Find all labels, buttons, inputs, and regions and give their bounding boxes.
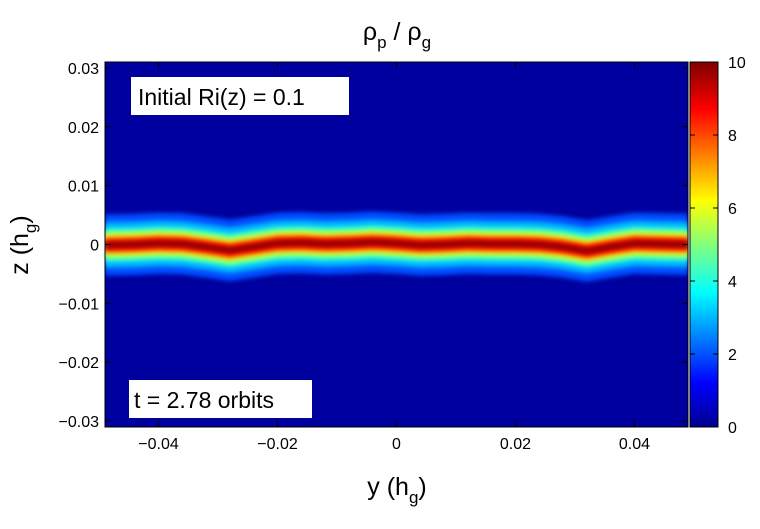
x-tick-label: −0.02 xyxy=(257,436,298,453)
x-tick-label: 0 xyxy=(392,436,401,453)
y-tick-label: 0.03 xyxy=(68,61,99,78)
colorbar: 0 2 4 6 8 10 xyxy=(689,55,746,437)
colorbar-tick-label: 8 xyxy=(728,128,737,145)
y-tick-label: −0.02 xyxy=(59,355,100,372)
annotation-initial-ri-text: Initial Ri(z) = 0.1 xyxy=(138,84,305,110)
layer-band-7 xyxy=(105,240,688,253)
x-axis-label: y (hg) xyxy=(367,473,426,507)
x-axis: −0.04 −0.02 0 0.02 0.04 xyxy=(138,62,650,453)
x-tick-label: 0.02 xyxy=(500,436,531,453)
y-tick-label: −0.03 xyxy=(59,414,100,431)
annotation-time: t = 2.78 orbits xyxy=(129,380,312,418)
colorbar-tick-label: 4 xyxy=(728,274,737,291)
layer-band-6 xyxy=(105,238,688,255)
y-tick-label: 0.02 xyxy=(68,120,99,137)
y-tick-label: 0.01 xyxy=(68,179,99,196)
y-tick-label: 0 xyxy=(90,238,99,255)
colorbar-gradient xyxy=(689,61,719,428)
heatmap-plot xyxy=(105,62,688,427)
x-tick-label: −0.04 xyxy=(138,436,179,453)
chart-title: ρp / ρg xyxy=(363,18,431,52)
x-tick-label: 0.04 xyxy=(619,436,650,453)
colorbar-tick-label: 10 xyxy=(728,55,746,72)
colorbar-tick-label: 6 xyxy=(728,201,737,218)
colorbar-tick-label: 2 xyxy=(728,347,737,364)
colorbar-tick-label: 0 xyxy=(728,420,737,437)
colorbar-ticks: 0 2 4 6 8 10 xyxy=(690,55,746,437)
dust-layer xyxy=(105,211,688,282)
annotation-time-text: t = 2.78 orbits xyxy=(134,387,274,413)
y-tick-label: −0.01 xyxy=(59,296,100,313)
y-axis: 0.03 0.02 0.01 0 −0.01 −0.02 −0.03 xyxy=(59,61,688,431)
y-axis-label: z (hg) xyxy=(6,215,40,274)
annotation-initial-ri: Initial Ri(z) = 0.1 xyxy=(131,77,349,115)
